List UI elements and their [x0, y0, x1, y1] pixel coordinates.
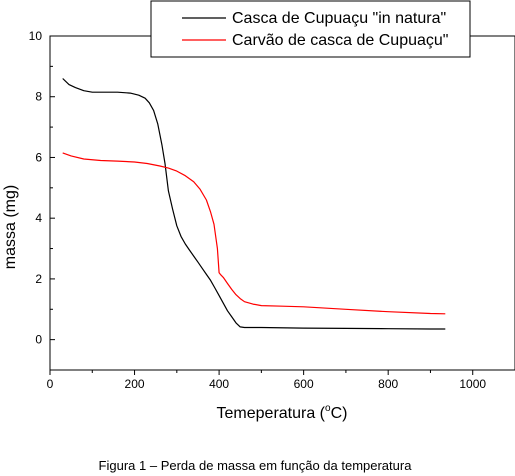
y-axis-ticks: 0 2 4 6 8 10 [29, 29, 55, 371]
x-axis-title-degree: o [325, 403, 331, 414]
x-axis-title: Temeperatura (oC) [217, 403, 348, 422]
plot-frame [49, 35, 515, 371]
x-axis-ticks: 0 200 400 600 800 1000 [47, 370, 486, 391]
x-tick-label: 0 [47, 377, 54, 391]
y-tick-label: 8 [35, 90, 42, 104]
legend: Casca de Cupuaçu "in natura" Carvão de c… [150, 0, 471, 58]
legend-box [150, 0, 471, 58]
x-axis-title-unit: C) [331, 405, 348, 422]
y-tick-label: 4 [35, 211, 42, 225]
y-axis-title: massa (mg) [2, 185, 19, 269]
series-line-carvao [62, 152, 446, 315]
legend-label-carvao: Carvão de casca de Cupuaçu" [232, 32, 448, 49]
y-tick-label: 2 [35, 272, 42, 286]
legend-label-casca: Casca de Cupuaçu "in natura" [232, 10, 446, 27]
x-tick-label: 400 [209, 377, 229, 391]
figure-caption: Figura 1 – Perda de massa em função da t… [99, 458, 413, 473]
x-tick-label: 800 [378, 377, 398, 391]
x-axis-title-main: Temeperatura ( [217, 405, 326, 422]
x-tick-label: 600 [294, 377, 314, 391]
y-tick-label: 0 [35, 333, 42, 347]
x-tick-label: 1000 [459, 377, 486, 391]
y-tick-label: 6 [35, 150, 42, 164]
x-tick-label: 200 [125, 377, 145, 391]
series-line-casca [62, 78, 446, 330]
y-tick-label: 10 [29, 29, 43, 43]
series-layer [62, 78, 446, 330]
